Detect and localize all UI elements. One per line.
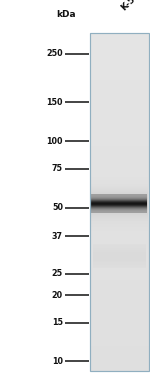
Text: 250: 250 bbox=[46, 49, 63, 58]
Text: 150: 150 bbox=[46, 98, 63, 107]
Text: 75: 75 bbox=[52, 164, 63, 173]
Bar bbox=[90, 33, 148, 371]
Text: 15: 15 bbox=[52, 318, 63, 327]
Text: 20: 20 bbox=[52, 291, 63, 300]
Bar bbox=[90, 33, 148, 371]
Text: kDa: kDa bbox=[56, 10, 76, 19]
Text: 100: 100 bbox=[46, 137, 63, 146]
Text: 10: 10 bbox=[52, 357, 63, 366]
Text: 50: 50 bbox=[52, 203, 63, 212]
Text: K-562: K-562 bbox=[119, 0, 146, 12]
Text: 37: 37 bbox=[52, 232, 63, 241]
Text: 25: 25 bbox=[52, 269, 63, 278]
